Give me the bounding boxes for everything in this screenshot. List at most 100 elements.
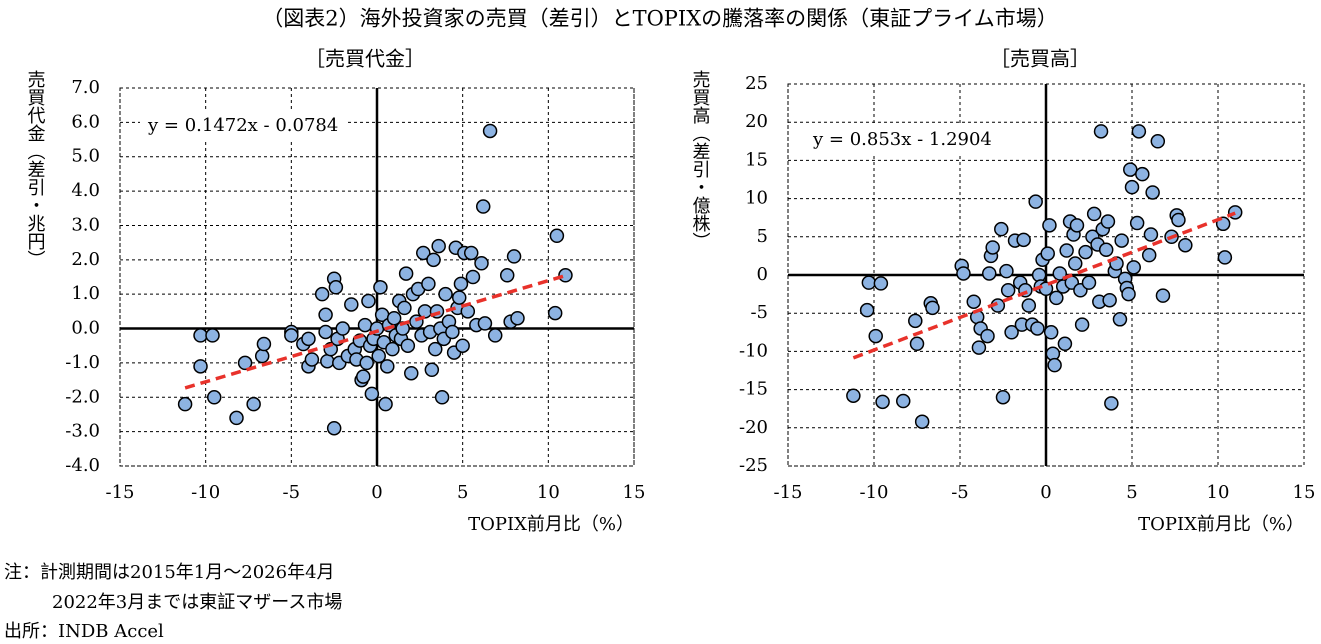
point <box>1040 246 1055 261</box>
point <box>398 266 414 281</box>
point <box>357 317 373 333</box>
point <box>914 414 930 429</box>
point <box>1028 194 1043 209</box>
point <box>499 268 515 283</box>
point <box>846 388 861 403</box>
point <box>1100 214 1116 229</box>
point <box>254 348 270 364</box>
point <box>966 294 982 309</box>
y-axis-label: 売買代金（差引・兆円） <box>25 70 46 268</box>
y-tick-label: -3.0 <box>65 421 100 442</box>
source: 出所：INDB Accel <box>4 621 164 642</box>
point <box>193 328 208 343</box>
point <box>925 300 940 316</box>
point <box>547 305 563 321</box>
point <box>995 389 1011 405</box>
point <box>256 336 272 352</box>
y-tick-label: 5.0 <box>71 146 100 167</box>
x-tick-label: -10 <box>860 482 889 503</box>
point <box>1124 179 1140 195</box>
y-tick-label: 4.0 <box>71 180 100 201</box>
point <box>314 286 330 302</box>
point <box>1114 233 1129 248</box>
y-tick-label: 20 <box>745 111 768 132</box>
point <box>356 369 371 384</box>
point <box>482 123 498 139</box>
y-tick-label: 10 <box>745 188 768 209</box>
y-tick-label: -1.0 <box>65 352 100 373</box>
point <box>909 336 925 352</box>
point <box>1121 286 1136 302</box>
point <box>205 328 220 343</box>
x-tick-label: -5 <box>951 482 969 503</box>
point <box>510 310 525 326</box>
point <box>428 341 443 357</box>
point <box>487 328 503 343</box>
point <box>246 396 261 412</box>
point <box>1227 205 1243 220</box>
point <box>373 280 388 295</box>
point <box>475 199 491 214</box>
trend-equation: y = 0.853x - 1.2904 <box>812 129 992 150</box>
point <box>1086 206 1102 222</box>
point <box>304 352 320 367</box>
subtitle: ［売買高］ <box>990 47 1090 71</box>
equation-bg <box>805 124 1000 156</box>
trend-equation: y = 0.1472x - 0.0784 <box>147 115 338 136</box>
point <box>1016 232 1031 248</box>
point <box>1030 321 1045 336</box>
point <box>397 300 412 316</box>
point <box>861 275 877 290</box>
point <box>1171 212 1186 228</box>
point <box>1081 275 1097 290</box>
page-title: （図表2）海外投資家の売買（差引）とTOPIXの騰落率の関係（東証プライム市場） <box>262 7 1058 31</box>
point <box>451 290 467 305</box>
point <box>438 286 453 302</box>
y-tick-label: -15 <box>739 379 768 400</box>
point <box>1217 250 1233 265</box>
point <box>1043 325 1059 340</box>
point <box>1078 244 1093 260</box>
point <box>873 276 889 291</box>
point <box>318 307 333 323</box>
point <box>549 228 565 244</box>
point <box>908 313 923 329</box>
x-tick-label: 10 <box>537 482 560 503</box>
note: 注：計測期間は2015年1月～2026年4月 <box>4 562 335 583</box>
point <box>301 331 316 347</box>
point <box>1098 242 1114 258</box>
point <box>506 249 522 264</box>
point <box>371 348 386 364</box>
y-tick-label: -5 <box>750 302 768 323</box>
point <box>206 390 222 405</box>
point <box>1145 185 1160 200</box>
point <box>1069 218 1085 233</box>
point <box>400 338 416 353</box>
point <box>971 340 987 355</box>
point <box>328 280 344 295</box>
equation-bg <box>140 110 347 142</box>
point <box>477 316 493 331</box>
point <box>1049 290 1064 306</box>
point <box>1021 298 1037 313</box>
point <box>1067 256 1083 271</box>
point <box>424 362 440 378</box>
point <box>1047 357 1062 373</box>
x-tick-label: -15 <box>774 482 803 503</box>
point <box>1126 260 1141 275</box>
point <box>421 276 436 292</box>
point <box>193 359 208 374</box>
point <box>1093 124 1109 139</box>
point <box>364 386 380 402</box>
point <box>1141 247 1157 263</box>
y-tick-label: -25 <box>739 455 768 476</box>
point <box>875 394 890 410</box>
point <box>417 304 433 319</box>
y-tick-label: 7.0 <box>71 77 100 98</box>
point <box>1123 162 1138 177</box>
point <box>320 353 335 369</box>
point <box>361 293 376 309</box>
y-tick-label: 0 <box>757 264 768 285</box>
trend-line <box>852 211 1236 360</box>
point <box>1102 292 1117 308</box>
